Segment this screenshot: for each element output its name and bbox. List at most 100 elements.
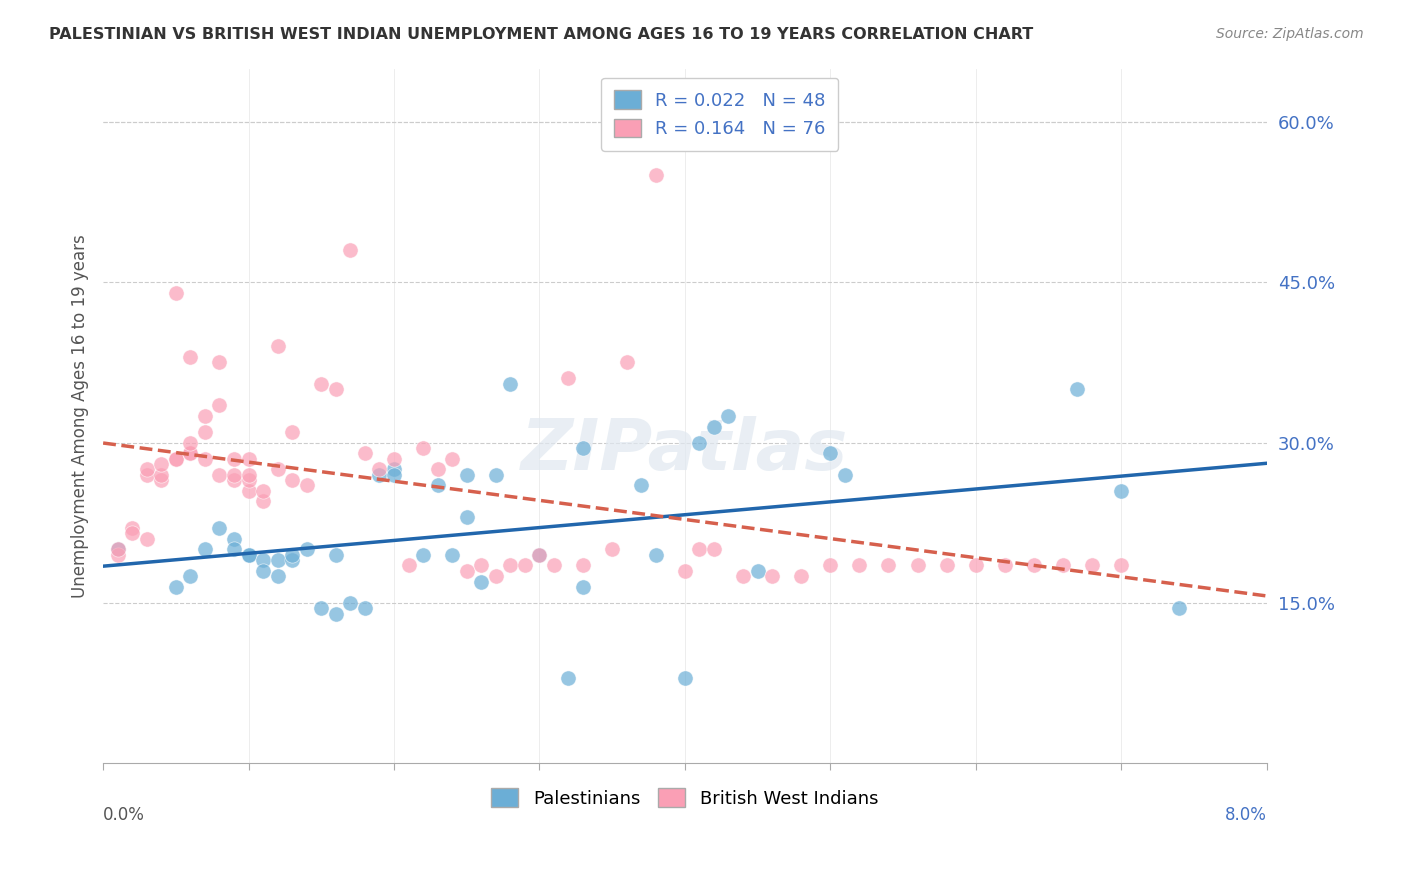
Point <box>135 462 157 476</box>
Point <box>1022 558 1045 573</box>
Point <box>907 558 929 573</box>
Point <box>266 462 288 476</box>
Point <box>529 548 551 562</box>
Point <box>1052 558 1074 573</box>
Point <box>761 569 783 583</box>
Point <box>557 371 579 385</box>
Text: PALESTINIAN VS BRITISH WEST INDIAN UNEMPLOYMENT AMONG AGES 16 TO 19 YEARS CORREL: PALESTINIAN VS BRITISH WEST INDIAN UNEMP… <box>49 27 1033 42</box>
Point <box>165 580 187 594</box>
Point <box>325 382 347 396</box>
Point <box>165 451 187 466</box>
Point <box>107 548 129 562</box>
Legend: R = 0.022   N = 48, R = 0.164   N = 76: R = 0.022 N = 48, R = 0.164 N = 76 <box>602 78 838 151</box>
Point <box>309 601 332 615</box>
Point <box>470 574 492 589</box>
Point <box>179 435 201 450</box>
Point <box>1066 382 1088 396</box>
Point <box>485 569 508 583</box>
Point <box>935 558 957 573</box>
Point <box>412 548 434 562</box>
Point <box>150 457 173 471</box>
Point <box>382 462 405 476</box>
Point <box>121 526 143 541</box>
Point <box>456 467 478 482</box>
Point <box>600 542 623 557</box>
Point <box>165 451 187 466</box>
Point <box>107 542 129 557</box>
Point <box>194 542 217 557</box>
Point <box>208 355 231 369</box>
Point <box>572 558 595 573</box>
Point <box>121 521 143 535</box>
Point <box>281 553 304 567</box>
Point <box>877 558 900 573</box>
Point <box>194 425 217 439</box>
Point <box>281 548 304 562</box>
Text: Source: ZipAtlas.com: Source: ZipAtlas.com <box>1216 27 1364 41</box>
Point <box>1109 483 1132 498</box>
Point <box>354 446 377 460</box>
Point <box>703 542 725 557</box>
Point <box>703 419 725 434</box>
Point <box>1081 558 1104 573</box>
Point <box>616 355 638 369</box>
Point <box>965 558 987 573</box>
Point <box>529 548 551 562</box>
Point <box>252 553 274 567</box>
Point <box>107 542 129 557</box>
Point <box>717 409 740 423</box>
Text: 8.0%: 8.0% <box>1225 806 1267 824</box>
Point <box>222 467 245 482</box>
Point <box>673 671 696 685</box>
Point <box>412 441 434 455</box>
Point <box>572 580 595 594</box>
Point <box>281 473 304 487</box>
Point <box>238 467 260 482</box>
Point <box>208 398 231 412</box>
Point <box>252 483 274 498</box>
Point <box>543 558 565 573</box>
Point <box>820 558 842 573</box>
Point <box>135 532 157 546</box>
Point <box>441 548 464 562</box>
Point <box>572 441 595 455</box>
Point <box>179 446 201 460</box>
Point <box>222 451 245 466</box>
Point <box>368 467 391 482</box>
Point <box>339 244 361 258</box>
Point <box>238 483 260 498</box>
Point <box>295 542 318 557</box>
Point <box>747 564 769 578</box>
Point <box>194 409 217 423</box>
Point <box>848 558 870 573</box>
Point <box>266 569 288 583</box>
Point <box>688 435 710 450</box>
Point <box>994 558 1017 573</box>
Point <box>281 425 304 439</box>
Point <box>150 467 173 482</box>
Text: 0.0%: 0.0% <box>103 806 145 824</box>
Point <box>644 548 666 562</box>
Point <box>1168 601 1191 615</box>
Point <box>688 542 710 557</box>
Point <box>179 350 201 364</box>
Point <box>135 467 157 482</box>
Point <box>252 494 274 508</box>
Point <box>222 473 245 487</box>
Point <box>441 451 464 466</box>
Point <box>238 548 260 562</box>
Point <box>499 376 522 391</box>
Point <box>513 558 536 573</box>
Point <box>179 446 201 460</box>
Point <box>456 564 478 578</box>
Point <box>630 478 652 492</box>
Point <box>179 569 201 583</box>
Point <box>426 478 449 492</box>
Point <box>208 467 231 482</box>
Point <box>325 607 347 621</box>
Point <box>309 376 332 391</box>
Point <box>238 548 260 562</box>
Point <box>673 564 696 578</box>
Point <box>266 339 288 353</box>
Point <box>499 558 522 573</box>
